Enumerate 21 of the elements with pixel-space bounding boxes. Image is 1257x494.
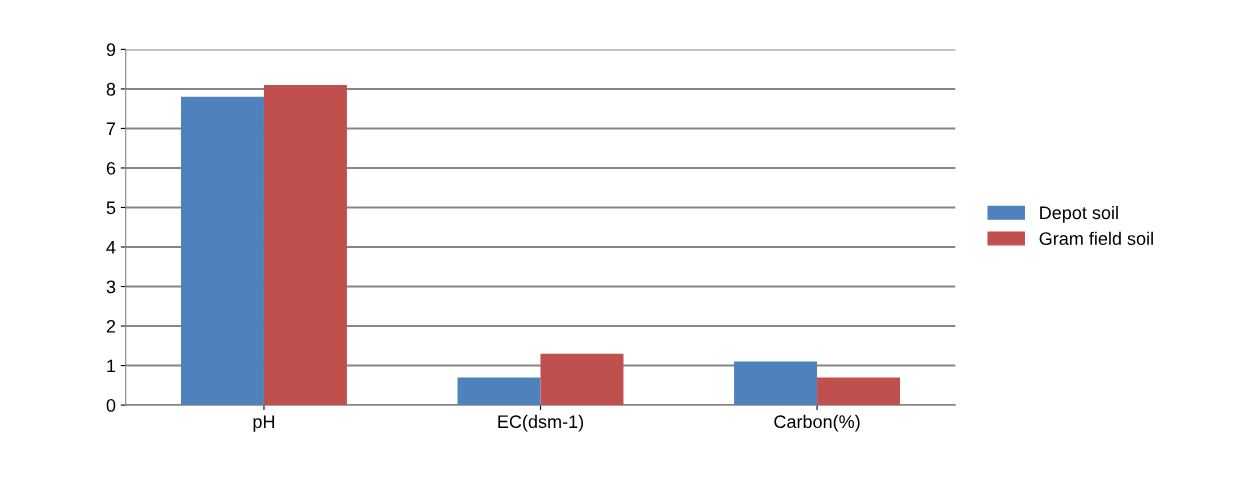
legend-label: Gram field soil xyxy=(1039,231,1153,246)
x-tick-label: pH xyxy=(253,415,275,432)
y-tick-label: 6 xyxy=(106,161,116,175)
bar xyxy=(181,96,264,406)
legend-label: Depot soil xyxy=(1040,205,1118,223)
y-tick-label: 5 xyxy=(106,201,116,215)
y-tick-label: 2 xyxy=(106,319,116,333)
bar xyxy=(817,377,901,406)
y-tick-label: 4 xyxy=(106,241,116,254)
y-tick-label: 8 xyxy=(106,82,116,96)
x-tick-label: Carbon(%) xyxy=(774,414,860,432)
y-tick-label: 3 xyxy=(106,280,116,294)
x-tick-label: EC(dsm-1) xyxy=(498,414,584,432)
y-tick-label: 7 xyxy=(106,122,116,135)
bar xyxy=(457,377,541,406)
y-tick-label: 0 xyxy=(106,399,116,412)
bar xyxy=(540,353,624,406)
y-tick-label: 1 xyxy=(107,359,116,373)
y-tick-label: 9 xyxy=(106,43,116,57)
bar xyxy=(263,84,347,406)
bar xyxy=(734,361,818,406)
